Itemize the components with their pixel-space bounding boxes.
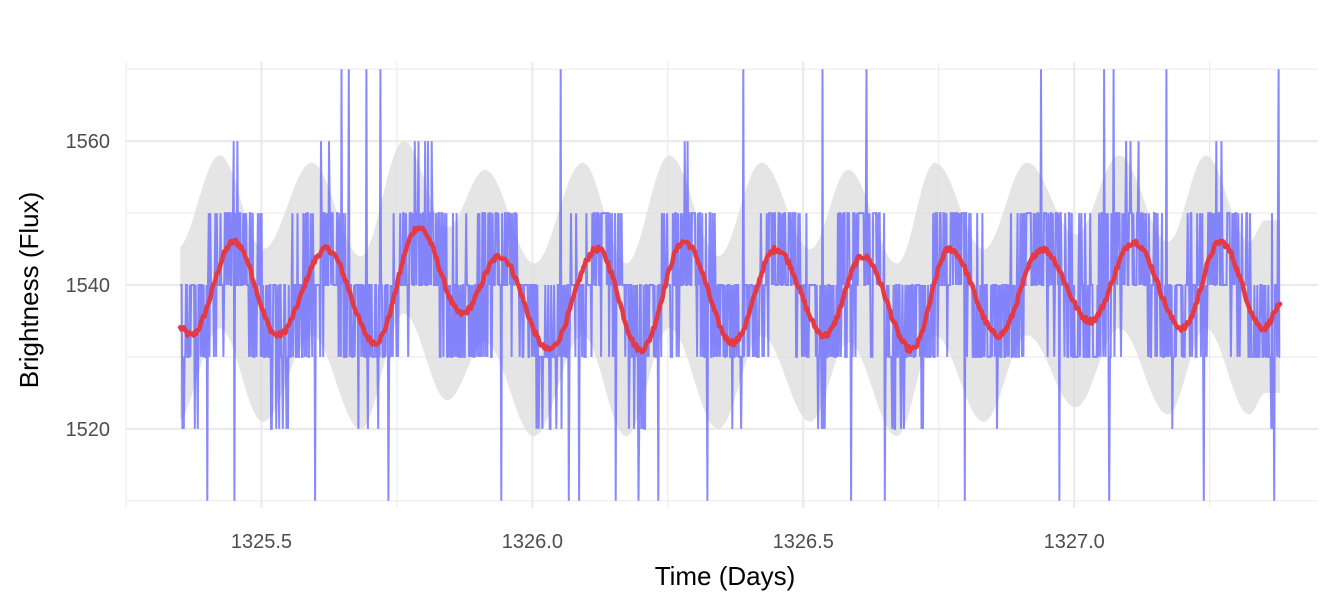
smoothed-flux-line [177, 225, 1283, 355]
x-tick-label: 1326.0 [502, 531, 563, 553]
y-tick-label: 1520 [66, 419, 111, 441]
x-tick-labels: 1325.5 1326.0 1326.5 1327.0 [231, 531, 1105, 553]
y-tick-label: 1540 [66, 275, 111, 297]
raw-flux-line [180, 69, 1281, 501]
x-tick-label: 1325.5 [231, 531, 292, 553]
x-tick-label: 1326.5 [773, 531, 834, 553]
raw-series-layer [180, 69, 1281, 501]
y-axis-title: Brightness (Flux) [14, 192, 44, 389]
x-tick-label: 1327.0 [1044, 531, 1105, 553]
y-tick-label: 1560 [66, 131, 111, 153]
y-tick-labels: 1520 1540 1560 [66, 131, 111, 441]
x-axis-title: Time (Days) [655, 561, 796, 591]
smoothed-series-layer [177, 225, 1283, 355]
